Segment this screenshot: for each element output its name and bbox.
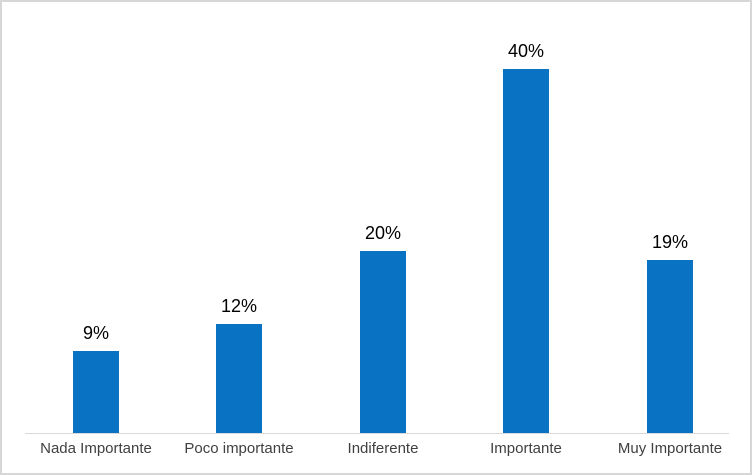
x-axis-label-indiferente: Indiferente [347, 440, 419, 457]
plot-area: 9% 12% 20% 40% 19% [2, 2, 750, 433]
bar-nada-importante [73, 351, 119, 433]
x-axis-label-nada-importante: Nada Importante [40, 440, 152, 457]
data-label-muy-importante: 19% [651, 232, 689, 252]
bar-importante [503, 69, 549, 433]
x-axis-line [25, 433, 729, 434]
data-label-importante: 40% [507, 41, 545, 61]
data-label-nada-importante: 9% [82, 323, 109, 343]
bar-indiferente [360, 251, 406, 433]
x-axis-label-poco-importante: Poco importante [184, 440, 294, 457]
bar-poco-importante [216, 324, 262, 433]
bar-muy-importante [647, 260, 693, 433]
x-axis-label-muy-importante: Muy Importante [617, 440, 723, 457]
data-label-indiferente: 20% [364, 223, 402, 243]
data-label-poco-importante: 12% [220, 296, 258, 316]
x-axis-label-importante: Importante [490, 440, 562, 457]
x-axis-labels: Nada Importante Poco importante Indiferent… [2, 439, 750, 463]
